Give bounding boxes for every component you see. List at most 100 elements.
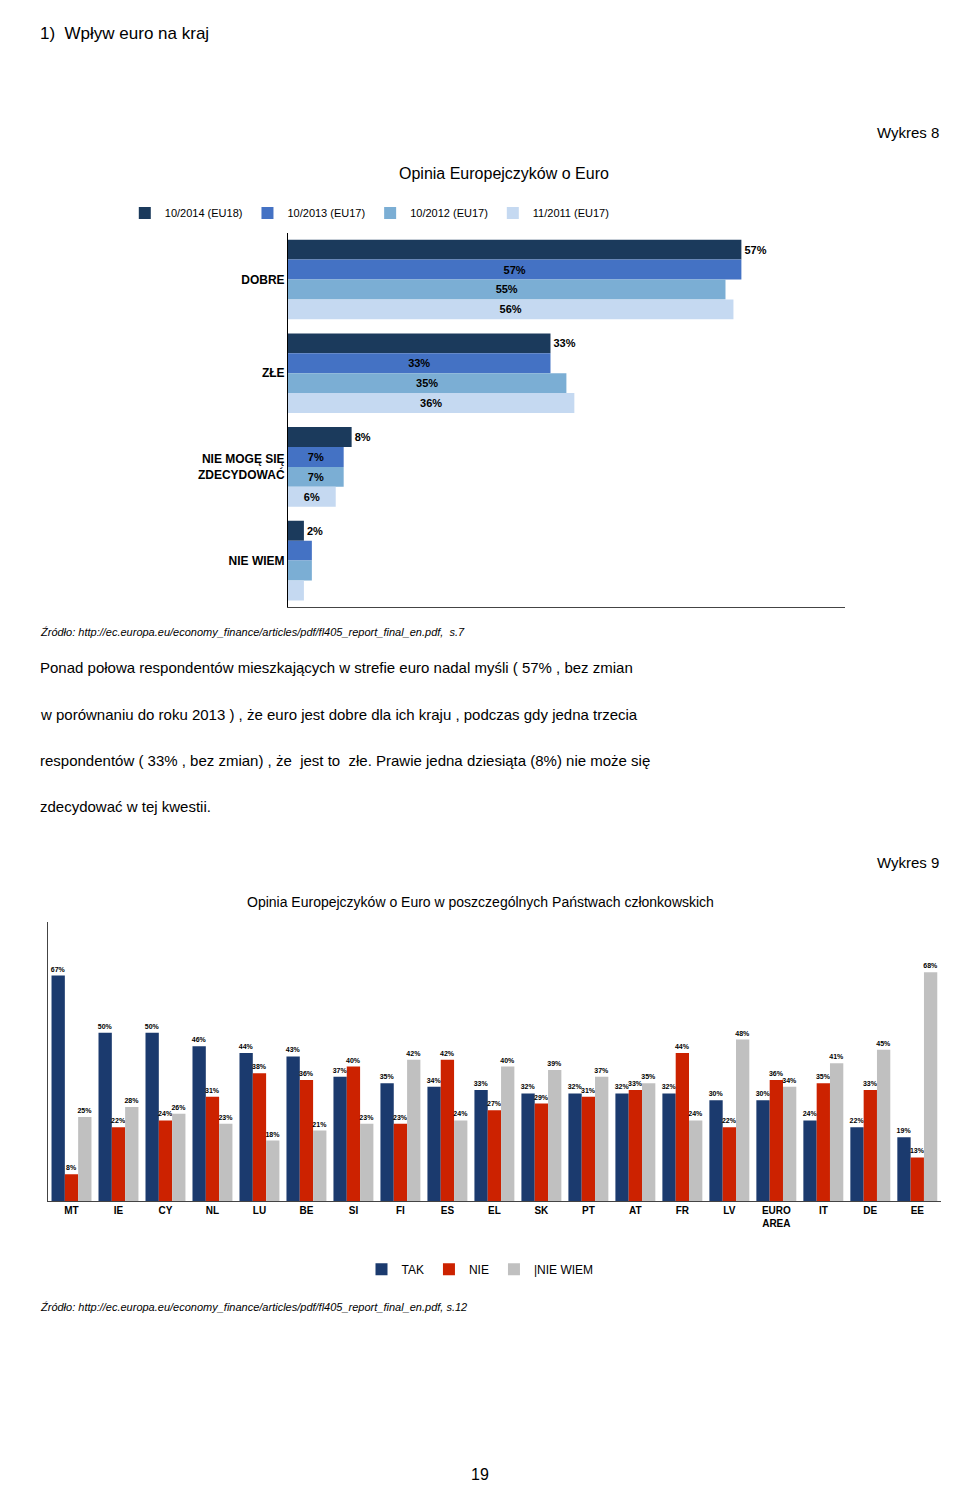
svg-text:44%: 44%: [675, 1043, 690, 1050]
svg-text:Opinia Europejczyków o Euro w: Opinia Europejczyków o Euro w poszczegól…: [247, 894, 714, 910]
svg-text:33%: 33%: [408, 357, 430, 369]
svg-text:22%: 22%: [111, 1117, 126, 1124]
svg-text:38%: 38%: [252, 1063, 267, 1070]
svg-text:27%: 27%: [487, 1100, 502, 1107]
svg-text:55%: 55%: [496, 283, 518, 295]
svg-text:36%: 36%: [299, 1070, 314, 1077]
svg-text:35%: 35%: [641, 1073, 656, 1080]
svg-text:NL: NL: [206, 1205, 219, 1216]
svg-text:23%: 23%: [393, 1114, 408, 1121]
svg-text:IE: IE: [114, 1205, 124, 1216]
svg-text:36%: 36%: [420, 397, 442, 409]
svg-text:7%: 7%: [308, 451, 324, 463]
svg-text:AT: AT: [629, 1205, 642, 1216]
svg-text:42%: 42%: [406, 1050, 421, 1057]
svg-text:TAK: TAK: [402, 1263, 424, 1277]
svg-text:32%: 32%: [662, 1083, 677, 1090]
svg-text:34%: 34%: [782, 1077, 797, 1084]
svg-text:DOBRE: DOBRE: [241, 273, 284, 287]
svg-text:34%: 34%: [427, 1077, 442, 1084]
svg-text:24%: 24%: [688, 1110, 703, 1117]
svg-text:18%: 18%: [265, 1131, 280, 1138]
svg-text:35%: 35%: [816, 1073, 831, 1080]
svg-text:EUROAREA: EUROAREA: [762, 1205, 791, 1229]
svg-text:45%: 45%: [876, 1040, 891, 1047]
svg-text:68%: 68%: [923, 962, 938, 969]
svg-text:31%: 31%: [205, 1087, 220, 1094]
svg-text:23%: 23%: [218, 1114, 233, 1121]
svg-text:37%: 37%: [594, 1067, 609, 1074]
svg-text:EE: EE: [911, 1205, 925, 1216]
svg-text:43%: 43%: [286, 1046, 301, 1053]
svg-text:33%: 33%: [628, 1080, 643, 1087]
svg-text:30%: 30%: [756, 1090, 771, 1097]
svg-text:NIE: NIE: [469, 1263, 489, 1277]
svg-text:respondentów ( 33% , bez zmian: respondentów ( 33% , bez zmian) , że jes…: [40, 752, 650, 769]
svg-text:PT: PT: [582, 1205, 595, 1216]
svg-text:41%: 41%: [829, 1053, 844, 1060]
svg-text:LV: LV: [723, 1205, 735, 1216]
svg-text:FI: FI: [396, 1205, 405, 1216]
svg-text:CY: CY: [159, 1205, 173, 1216]
svg-text:NIE MOGĘ SIĘZDECYDOWAĆ: NIE MOGĘ SIĘZDECYDOWAĆ: [198, 452, 285, 482]
svg-text:39%: 39%: [547, 1060, 562, 1067]
svg-text:35%: 35%: [380, 1073, 395, 1080]
svg-text:13%: 13%: [910, 1147, 925, 1154]
svg-text:IT: IT: [819, 1205, 828, 1216]
svg-text:6%: 6%: [304, 491, 320, 503]
svg-text:ZŁE: ZŁE: [262, 366, 285, 380]
svg-text:46%: 46%: [192, 1036, 207, 1043]
svg-text:40%: 40%: [500, 1057, 515, 1064]
svg-text:MT: MT: [64, 1205, 78, 1216]
svg-text:28%: 28%: [124, 1097, 139, 1104]
svg-text:19: 19: [471, 1466, 489, 1483]
svg-text:LU: LU: [253, 1205, 266, 1216]
svg-text:50%: 50%: [98, 1023, 113, 1030]
svg-text:SK: SK: [534, 1205, 549, 1216]
svg-text:10/2014 (EU18): 10/2014 (EU18): [165, 207, 243, 219]
svg-text:DE: DE: [863, 1205, 877, 1216]
svg-text:Wykres 9: Wykres 9: [877, 854, 939, 871]
svg-text:32%: 32%: [521, 1083, 536, 1090]
svg-text:30%: 30%: [709, 1090, 724, 1097]
svg-text:Źródło: http://ec.europa.eu/ec: Źródło: http://ec.europa.eu/economy_fina…: [40, 626, 465, 638]
svg-text:40%: 40%: [346, 1057, 361, 1064]
svg-text:FR: FR: [676, 1205, 690, 1216]
svg-text:8%: 8%: [355, 431, 371, 443]
svg-text:19%: 19%: [897, 1127, 912, 1134]
svg-text:33%: 33%: [863, 1080, 878, 1087]
svg-text:67%: 67%: [51, 966, 66, 973]
svg-text:2%: 2%: [307, 525, 323, 537]
svg-text:SI: SI: [349, 1205, 359, 1216]
svg-text:Źródło: http://ec.europa.eu/ec: Źródło: http://ec.europa.eu/economy_fina…: [40, 1301, 467, 1313]
svg-text:50%: 50%: [145, 1023, 160, 1030]
svg-text:37%: 37%: [333, 1067, 348, 1074]
svg-text:26%: 26%: [171, 1104, 186, 1111]
svg-text:8%: 8%: [66, 1164, 77, 1171]
svg-text:33%: 33%: [474, 1080, 489, 1087]
svg-text:32%: 32%: [568, 1083, 583, 1090]
svg-text:10/2012 (EU17): 10/2012 (EU17): [410, 207, 488, 219]
svg-text:Ponad połowa respondentów mies: Ponad połowa respondentów mieszkających …: [40, 659, 633, 676]
svg-text:23%: 23%: [359, 1114, 374, 1121]
svg-text:1) Wpływ euro na kraj: 1) Wpływ euro na kraj: [40, 24, 209, 43]
svg-text:57%: 57%: [744, 244, 766, 256]
svg-text:29%: 29%: [534, 1094, 549, 1101]
svg-text:24%: 24%: [158, 1110, 173, 1117]
svg-text:48%: 48%: [735, 1030, 750, 1037]
svg-text:33%: 33%: [553, 337, 575, 349]
svg-text:zdecydować w tej kwestii.: zdecydować w tej kwestii.: [40, 798, 211, 815]
svg-text:Wykres 8: Wykres 8: [877, 124, 939, 141]
svg-text:Opinia Europejczyków o Euro: Opinia Europejczyków o Euro: [399, 165, 609, 182]
svg-text:22%: 22%: [722, 1117, 737, 1124]
svg-text:22%: 22%: [850, 1117, 865, 1124]
svg-text:NIE WIEM: NIE WIEM: [229, 554, 285, 568]
svg-text:32%: 32%: [615, 1083, 630, 1090]
svg-text:24%: 24%: [803, 1110, 818, 1117]
svg-text:44%: 44%: [239, 1043, 254, 1050]
svg-text:11/2011 (EU17): 11/2011 (EU17): [533, 207, 609, 219]
svg-text:57%: 57%: [504, 264, 526, 276]
svg-text:42%: 42%: [440, 1050, 455, 1057]
svg-text:BE: BE: [299, 1205, 313, 1216]
svg-text:56%: 56%: [500, 303, 522, 315]
